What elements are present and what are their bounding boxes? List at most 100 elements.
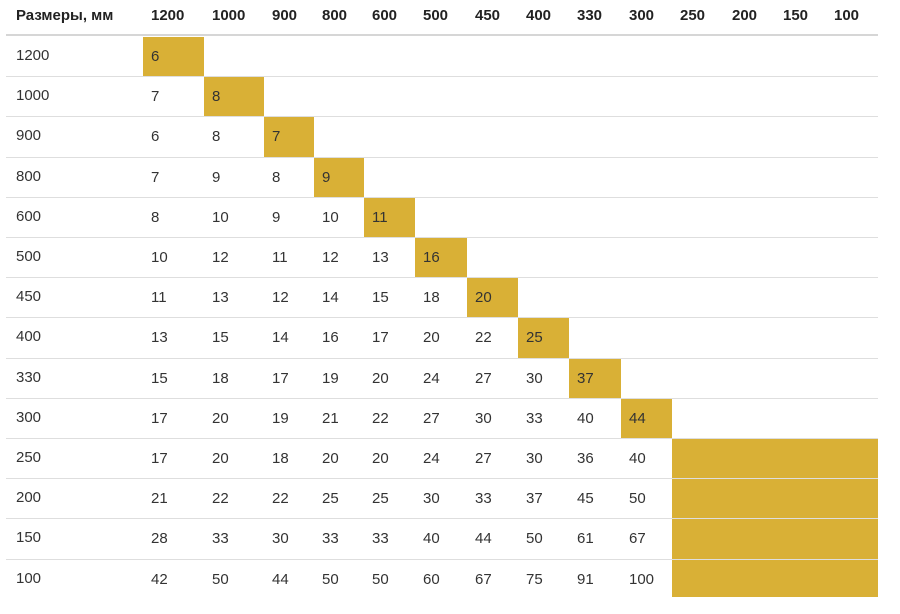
row-label-600: 600	[16, 207, 42, 225]
table-cell: 12	[322, 249, 339, 266]
row-divider	[6, 438, 878, 439]
column-header-1000: 1000	[212, 7, 246, 24]
table-cell: 44	[475, 530, 492, 548]
table-cell: 33	[372, 530, 389, 548]
table-cell: 28	[151, 530, 168, 548]
row-divider	[6, 558, 878, 560]
table-cell: 22	[475, 329, 492, 347]
table-cell: 45	[577, 490, 594, 508]
row-divider	[6, 237, 878, 238]
table-cell: 30	[475, 409, 492, 427]
diagonal-cell: 8	[204, 77, 264, 117]
table-cell: 14	[272, 329, 289, 347]
table-cell: 15	[372, 289, 389, 307]
table-cell: 50	[372, 570, 389, 588]
table-cell: 33	[212, 530, 229, 548]
table-cell: 27	[475, 450, 492, 467]
table-cell: 25	[322, 490, 339, 508]
diagonal-cell: 7	[264, 117, 314, 157]
column-header-800: 800	[322, 7, 348, 24]
diagonal-cell: 44	[621, 398, 672, 438]
row-divider	[6, 357, 878, 359]
row-divider	[6, 76, 878, 78]
table-cell: 20	[212, 409, 229, 427]
row-divider	[6, 277, 878, 279]
column-header-250: 250	[680, 7, 706, 24]
column-header-1200: 1200	[151, 7, 185, 24]
table-cell: 19	[272, 409, 289, 427]
table-cell: 40	[629, 450, 646, 467]
table-cell: 17	[272, 369, 289, 387]
row-divider	[6, 116, 878, 118]
diagonal-cell: 20	[467, 278, 518, 318]
table-cell: 20	[212, 450, 229, 467]
column-header-900: 900	[272, 7, 298, 24]
table-cell: 15	[151, 369, 168, 387]
table-cell: 25	[372, 490, 389, 508]
table-cell: 50	[629, 490, 646, 508]
table-cell: 16	[322, 329, 339, 347]
row-label-100: 100	[16, 569, 42, 587]
table-cell: 27	[475, 369, 492, 387]
diagonal-cell: 11	[364, 197, 415, 237]
table-cell: 8	[272, 168, 281, 186]
diagonal-cell: 37	[569, 358, 621, 398]
table-cell: 17	[372, 329, 389, 347]
table-cell: 33	[475, 490, 492, 508]
column-header-300: 300	[629, 7, 655, 24]
diagonal-cell: 9	[314, 157, 364, 197]
table-cell: 61	[577, 530, 594, 548]
table-cell: 15	[212, 329, 229, 347]
row-divider	[6, 317, 878, 319]
table-cell: 33	[322, 530, 339, 548]
row-label-900: 900	[16, 127, 42, 145]
row-label-1200: 1200	[16, 47, 50, 64]
diagonal-cell: 6	[143, 37, 204, 77]
table-cell: 40	[577, 409, 594, 427]
corner-header: Размеры, мм	[16, 7, 114, 24]
column-header-100: 100	[834, 7, 860, 24]
table-cell: 18	[212, 369, 229, 387]
table-cell: 11	[272, 249, 288, 266]
table-cell: 7	[151, 168, 160, 186]
table-cell: 30	[423, 490, 440, 508]
row-label-1000: 1000	[16, 87, 50, 105]
table-cell: 14	[322, 289, 339, 307]
table-cell: 10	[151, 249, 168, 266]
table-cell: 13	[151, 329, 168, 347]
table-cell: 30	[526, 450, 543, 467]
row-label-800: 800	[16, 167, 42, 185]
header-divider	[6, 34, 878, 36]
row-label-400: 400	[16, 328, 42, 346]
column-header-150: 150	[783, 7, 809, 24]
table-cell: 33	[526, 409, 543, 427]
table-cell: 19	[322, 369, 339, 387]
table-cell: 67	[475, 570, 492, 588]
table-cell: 50	[526, 530, 543, 548]
table-cell: 75	[526, 570, 543, 588]
row-label-300: 300	[16, 408, 42, 426]
diagonal-cell: 16	[415, 238, 467, 278]
table-cell: 37	[526, 490, 543, 508]
table-cell: 8	[212, 128, 221, 146]
column-header-400: 400	[526, 7, 552, 24]
table-cell: 10	[322, 208, 339, 226]
table-cell: 50	[322, 570, 339, 588]
table-cell: 9	[272, 208, 281, 226]
table-cell: 50	[212, 570, 229, 588]
table-cell: 13	[372, 249, 389, 266]
table-cell: 24	[423, 369, 440, 387]
table-cell: 36	[577, 450, 594, 467]
table-cell: 12	[272, 289, 289, 307]
row-divider	[6, 518, 878, 520]
table-cell: 27	[423, 409, 440, 427]
row-divider	[6, 478, 878, 480]
row-label-500: 500	[16, 248, 42, 265]
table-cell: 20	[322, 450, 339, 467]
row-divider	[6, 156, 878, 158]
table-cell: 7	[151, 88, 160, 106]
table-cell: 9	[212, 168, 221, 186]
table-cell: 40	[423, 530, 440, 548]
table-cell: 6	[151, 128, 160, 146]
table-cell: 17	[151, 409, 168, 427]
